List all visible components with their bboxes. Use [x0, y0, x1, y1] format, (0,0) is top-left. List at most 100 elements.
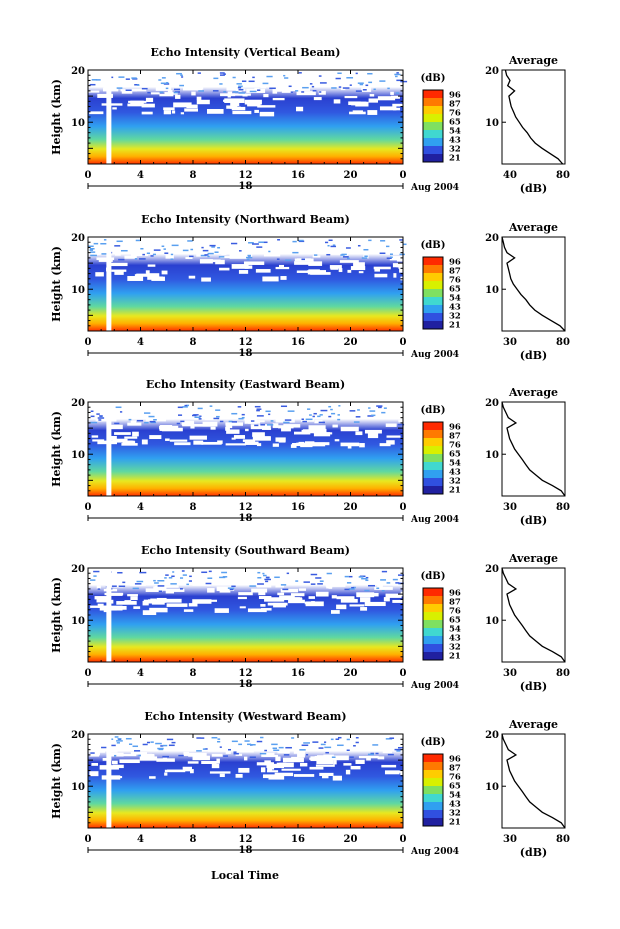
x-tick-label: 0	[400, 337, 407, 348]
heatmap-speckle	[307, 408, 311, 410]
heatmap-speckle	[147, 91, 151, 94]
heatmap-speckle	[140, 247, 144, 250]
heatmap-gap	[350, 737, 358, 743]
heatmap-gap	[238, 767, 250, 773]
heatmap-speckle	[319, 414, 323, 416]
heatmap-gap	[110, 76, 115, 81]
heatmap-speckle	[128, 418, 132, 421]
heatmap-speckle	[376, 405, 383, 407]
heatmap-gap	[353, 262, 365, 267]
heatmap-gap	[275, 76, 291, 81]
colorbar-level-label: 96	[449, 755, 461, 765]
heatmap-gap	[244, 756, 248, 761]
heatmap-gap	[165, 254, 174, 259]
colorbar-level-label: 21	[449, 652, 461, 662]
heatmap-speckle	[268, 413, 271, 416]
heatmap-gap	[302, 429, 315, 434]
heatmap-gap	[140, 404, 152, 409]
colorbar-swatch	[423, 470, 443, 479]
heatmap-gap	[167, 748, 181, 752]
heatmap-gap	[374, 586, 393, 590]
heatmap-speckle	[231, 740, 238, 743]
heatmap-speckle	[353, 745, 356, 747]
heatmap-speckle	[89, 249, 94, 251]
heatmap-speckle	[259, 752, 267, 755]
heatmap-gap	[281, 407, 288, 413]
heatmap-gap	[291, 411, 304, 416]
heatmap-gap	[345, 769, 351, 775]
heatmap-gap	[127, 594, 138, 597]
heatmap-speckle	[262, 82, 269, 85]
colorbar-swatch	[423, 636, 443, 645]
heatmap-speckle	[337, 418, 341, 421]
heatmap-speckle	[380, 240, 386, 242]
profile-x-label: (dB)	[520, 514, 547, 527]
heatmap-gap	[243, 72, 252, 76]
colorbar-swatch	[423, 628, 443, 637]
heatmap-speckle	[241, 80, 247, 82]
heatmap-gap	[92, 238, 104, 243]
heatmap-gap	[293, 750, 306, 754]
heatmap-gap	[269, 245, 286, 250]
heatmap-gap	[297, 237, 310, 241]
heatmap-speckle	[298, 240, 305, 243]
heatmap-speckle	[282, 588, 289, 591]
heatmap-gap	[90, 605, 107, 608]
heatmap-speckle	[97, 417, 105, 419]
heatmap-gap	[199, 259, 213, 264]
heatmap-gap	[305, 442, 326, 447]
heatmap-speckle	[364, 589, 370, 592]
heatmap-speckle	[368, 239, 372, 242]
heatmap-speckle	[153, 249, 161, 251]
heatmap-gap	[235, 773, 243, 778]
heatmap-gap	[163, 110, 172, 115]
colorbar-level-label: 65	[449, 285, 461, 295]
heatmap-gap	[177, 739, 198, 742]
heatmap-speckle	[217, 246, 221, 249]
heatmap-speckle	[335, 77, 341, 80]
heatmap-gap	[107, 573, 126, 577]
heatmap-speckle	[365, 84, 369, 87]
heatmap-speckle	[278, 746, 284, 749]
heatmap-speckle	[328, 415, 332, 418]
heatmap-gap	[139, 244, 158, 248]
heatmap-speckle	[125, 78, 130, 80]
heatmap-speckle	[202, 748, 206, 750]
heatmap-speckle	[301, 258, 305, 261]
heatmap-gap	[392, 107, 401, 111]
heatmap-speckle	[283, 754, 290, 756]
heatmap-speckle	[276, 258, 280, 260]
heatmap-gap	[116, 601, 137, 605]
heatmap-speckle	[247, 254, 251, 257]
heatmap-speckle	[90, 410, 94, 413]
heatmap-gap	[234, 80, 252, 84]
heatmap-gap	[373, 266, 391, 270]
heatmap-gap	[394, 250, 399, 254]
heatmap-speckle	[205, 582, 212, 585]
heatmap-speckle	[387, 753, 394, 756]
heatmap-gap	[95, 76, 112, 81]
heatmap-gap	[233, 435, 245, 439]
heatmap-speckle	[241, 416, 245, 419]
heatmap-speckle	[89, 248, 95, 250]
heatmap-speckle	[174, 88, 181, 91]
heatmap-gap	[174, 442, 191, 446]
heatmap-speckle	[136, 84, 140, 86]
colorbar-level-label: 76	[449, 276, 461, 286]
heatmap-speckle	[386, 245, 390, 248]
heatmap-gap	[330, 267, 339, 270]
x-tick-label: 4	[137, 668, 144, 679]
heatmap-speckle	[88, 245, 94, 248]
heatmap-gap	[379, 106, 397, 111]
heatmap-speckle	[179, 84, 185, 87]
x-tick-label: 20	[344, 502, 358, 513]
heatmap-speckle	[100, 242, 107, 245]
heatmap-gap	[226, 85, 240, 91]
colorbar-swatch	[423, 281, 443, 290]
colorbar-unit: (dB)	[421, 405, 446, 416]
profile-line	[501, 733, 566, 829]
colorbar-swatch	[423, 98, 443, 107]
heatmap-gap	[300, 762, 308, 767]
heatmap-gap	[216, 586, 235, 592]
heatmap-speckle	[266, 424, 274, 426]
